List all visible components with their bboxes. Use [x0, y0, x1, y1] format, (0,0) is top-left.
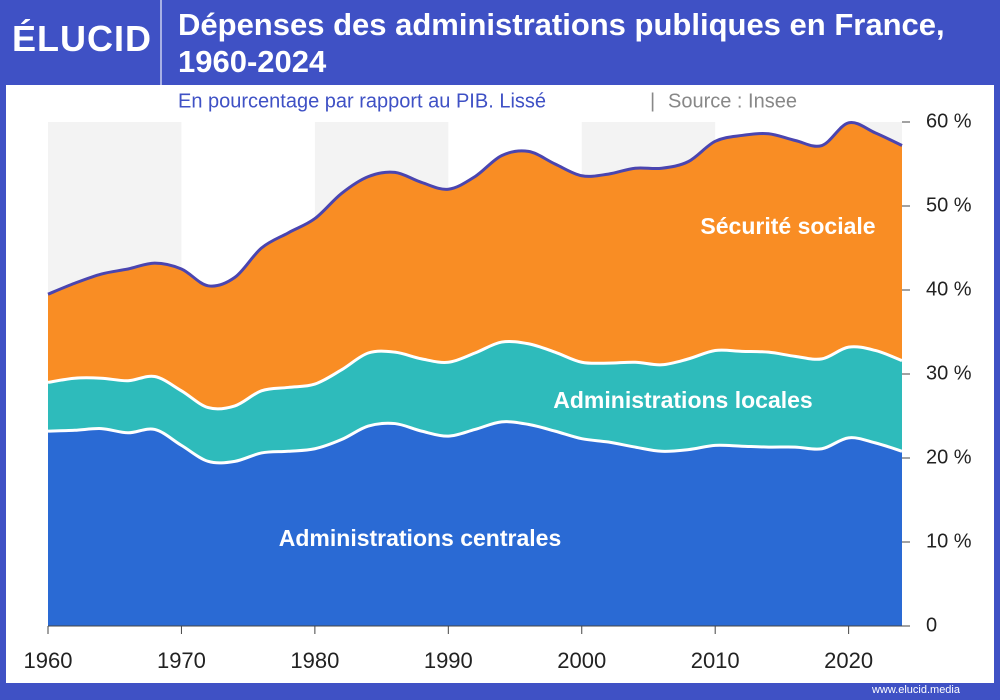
subtitle: En pourcentage par rapport au PIB. Lissé	[178, 90, 546, 112]
y-tick-label: 50 %	[926, 194, 972, 216]
area	[48, 122, 902, 409]
series-label: Administrations centrales	[279, 525, 561, 551]
x-tick-label: 1980	[290, 648, 339, 673]
y-tick-label: 40 %	[926, 278, 972, 300]
y-tick-label: 0	[926, 614, 937, 636]
footer-url: www.elucid.media	[871, 684, 960, 696]
series-label: Administrations locales	[553, 387, 812, 413]
series-label: Sécurité sociale	[700, 213, 875, 239]
boundary-line	[47, 339, 903, 411]
x-tick-label: 1990	[424, 648, 473, 673]
y-tick-label: 10 %	[926, 530, 972, 552]
y-tick-label: 60 %	[926, 110, 972, 132]
source: Source : Insee	[668, 90, 797, 112]
area	[48, 421, 902, 626]
separator	[160, 0, 162, 85]
y-tick-label: 20 %	[926, 446, 972, 468]
y-tick-label: 30 %	[926, 362, 972, 384]
brand-logo: ÉLUCID	[12, 18, 152, 59]
boundary-line	[47, 121, 903, 296]
chart-title: Dépenses des administrations publiques e…	[178, 7, 945, 79]
boundary-line	[47, 420, 903, 465]
x-tick-label: 1960	[24, 648, 73, 673]
x-tick-label: 2010	[691, 648, 740, 673]
x-tick-label: 2020	[824, 648, 873, 673]
separator-bar: |	[650, 90, 655, 112]
plot	[47, 121, 903, 626]
x-tick-label: 2000	[557, 648, 606, 673]
area	[48, 341, 902, 463]
x-tick-label: 1970	[157, 648, 206, 673]
